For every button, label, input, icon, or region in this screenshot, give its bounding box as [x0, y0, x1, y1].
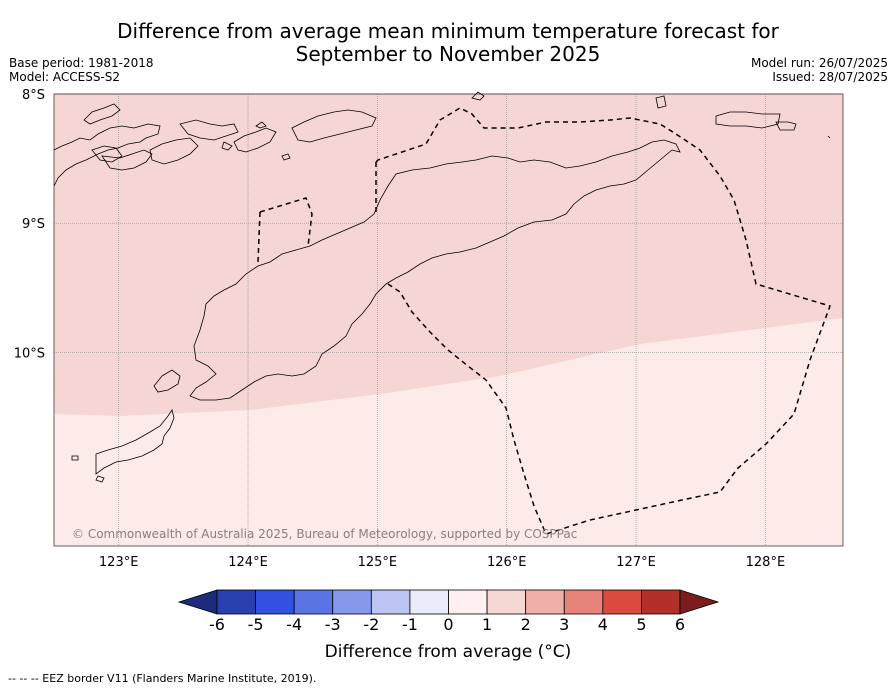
- colorbar-segment: [409, 589, 449, 615]
- coastline-island-g: [255, 121, 267, 129]
- coastline-alor: [179, 119, 239, 141]
- colorbar-tick-label: 4: [598, 615, 608, 634]
- coastline-island-a: [83, 103, 121, 125]
- coastline-island-b: [91, 145, 123, 163]
- lon-tick-label: 125°E: [358, 555, 398, 570]
- colorbar-tick-label: 0: [443, 615, 453, 634]
- lat-tick-label: 8°S: [22, 88, 45, 103]
- model-label: Model: ACCESS-S2: [9, 70, 121, 84]
- coastline-timor: [189, 139, 681, 401]
- eez-footnote: -- -- -- EEZ border V11 (Flanders Marine…: [8, 672, 317, 685]
- colorbar-segment: [525, 589, 565, 615]
- colorbar-segment: [332, 589, 372, 615]
- colorbar-tick-label: 2: [521, 615, 531, 634]
- colorbar-label: Difference from average (°C): [324, 642, 572, 662]
- map-frame: [53, 93, 844, 547]
- coastline-island-e: [221, 141, 233, 151]
- coastline-island-h: [281, 153, 291, 161]
- map: 123°E 124°E 125°E 126°E 127°E 128°E 8°S 9°S 10°…: [14, 88, 844, 570]
- coastline-ndao: [71, 455, 79, 461]
- eez-borders: [257, 107, 831, 535]
- colorbar-segment: [255, 589, 295, 615]
- colorbar-tick-label: -3: [325, 615, 341, 634]
- coastline-moa: [715, 111, 781, 129]
- colorbar-tick-label: 1: [482, 615, 492, 634]
- coastline-wetar: [291, 109, 377, 143]
- model-run-label: Model run: 26/07/2025: [750, 56, 888, 70]
- coastline-lakor: [775, 121, 797, 131]
- colorbar-extend-high: [679, 589, 720, 615]
- eez-border-timor-north: [375, 107, 831, 535]
- colorbar-tick-label: 3: [559, 615, 569, 634]
- colorbar-segment: [563, 589, 604, 615]
- coastline-semau: [153, 369, 181, 393]
- colorbar-segment: [216, 589, 256, 615]
- colorbar-tick-label: 5: [636, 615, 646, 634]
- coastline-island-d: [149, 137, 199, 165]
- chart-title-line-1: Difference from average mean minimum tem…: [117, 19, 779, 43]
- eez-border-oecusse: [259, 197, 313, 247]
- colorbar: -6 -5 -4 -3 -2 -1 0 1 2 3 4 5 6: [177, 589, 720, 634]
- lon-tick-label: 128°E: [746, 555, 786, 570]
- region-0-to-1: [54, 318, 843, 546]
- colorbar-tick-label: -1: [402, 615, 418, 634]
- colorbar-segment: [448, 589, 488, 615]
- coastline-rote: [95, 409, 175, 475]
- colorbar-tick-label: -6: [209, 615, 225, 634]
- longitude-tick-labels: 123°E 124°E 125°E 126°E 127°E 128°E: [99, 555, 785, 570]
- eez-border-timor-south: [387, 283, 547, 535]
- colorbar-segment: [602, 589, 642, 615]
- chart-title: Difference from average mean minimum tem…: [0, 20, 896, 66]
- base-period-label: Base period: 1981-2018: [9, 56, 154, 70]
- lon-tick-label: 127°E: [616, 555, 656, 570]
- colorbar-segments: [177, 589, 720, 615]
- colorbar-tick-label: -4: [286, 615, 302, 634]
- lat-tick-label: 10°S: [14, 346, 45, 361]
- colorbar-segment: [370, 589, 411, 615]
- meta-right: Model run: 26/07/2025 Issued: 28/07/2025: [751, 56, 888, 84]
- colorbar-tick-label: -5: [248, 615, 264, 634]
- grid-lines: [54, 93, 843, 546]
- copyright-notice: © Commonwealth of Australia 2025, Bureau…: [72, 527, 577, 541]
- coastline-island-f: [233, 127, 277, 153]
- coastline-island-j: [95, 475, 105, 483]
- meta-left: Base period: 1981-2018 Model: ACCESS-S2: [9, 56, 154, 84]
- coastline-island-c: [101, 149, 153, 171]
- coastline-island-i: [827, 135, 831, 139]
- colorbar-segment: [641, 589, 681, 615]
- chart-title-line-2: September to November 2025: [295, 42, 601, 66]
- colorbar-segment: [486, 589, 527, 615]
- colorbar-tick-label: -2: [363, 615, 379, 634]
- colorbar-segment: [293, 589, 334, 615]
- coastline-flores: [53, 123, 161, 187]
- coastline-leti: [655, 95, 667, 109]
- issued-label: Issued: 28/07/2025: [772, 70, 888, 84]
- colorbar-tick-label: 6: [675, 615, 685, 634]
- latitude-tick-labels: 8°S 9°S 10°S: [14, 88, 45, 361]
- coastlines: [53, 91, 831, 483]
- colorbar-extend-low: [177, 589, 218, 615]
- lon-tick-label: 124°E: [228, 555, 268, 570]
- lon-tick-label: 126°E: [487, 555, 527, 570]
- lon-tick-label: 123°E: [99, 555, 139, 570]
- lat-tick-label: 9°S: [22, 217, 45, 232]
- colorbar-tick-labels: -6 -5 -4 -3 -2 -1 0 1 2 3 4 5 6: [209, 615, 685, 634]
